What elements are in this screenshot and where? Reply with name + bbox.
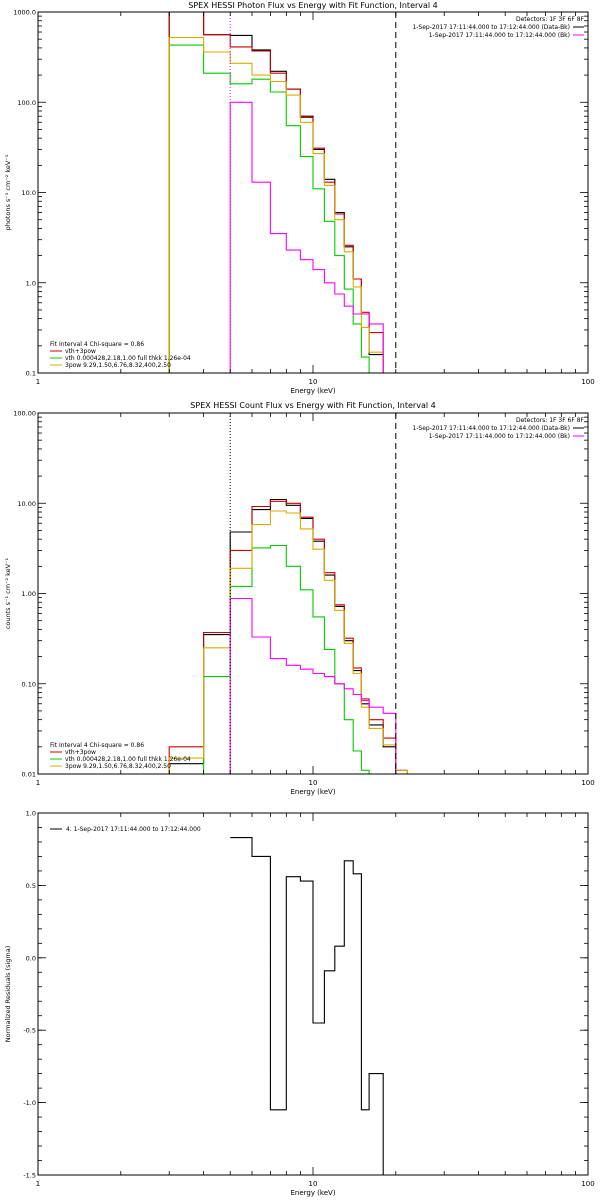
x-tick-label: 1 [36, 779, 40, 787]
x-axis-label: Energy (keV) [290, 1189, 335, 1197]
photon-flux-chart: SPEX HESSI Photon Flux vs Energy with Fi… [4, 1, 595, 395]
residuals-chart: 1 10 100 -1.5 -1.0 -0.5 0.0 0.5 1.0 Energy (keV) N… [4, 810, 595, 1198]
series-line-0 [230, 837, 396, 1176]
legend-entry: vth 0.000428,2.18,1.00 full thkk 1.26e-0… [65, 756, 191, 763]
y-tick-label: 0.5 [26, 882, 36, 890]
series-line-1 [168, 500, 408, 774]
series-line-0 [168, 498, 408, 775]
x-axis-label: Energy (keV) [290, 788, 335, 796]
series-line-3 [168, 510, 408, 774]
x-tick-label: 1 [36, 378, 40, 386]
series-line-0 [168, 11, 384, 373]
legend-entry: 1-Sep-2017 17:11:44.000 to 17:12:44.000 … [412, 24, 570, 31]
x-tick-label: 10 [309, 378, 318, 386]
series-line-4 [229, 101, 384, 373]
legend-entry: Detectors: 1F 3F 6F 8F [516, 417, 585, 424]
x-axis-label: Energy (keV) [290, 387, 335, 395]
y-tick-label: 10.0 [22, 189, 36, 197]
legend-entry: Detectors: 1F 3F 6F 8F [516, 16, 585, 23]
legend-entry: 3pow 9.29,1.50,6.76,8.32,400,2.50 [65, 763, 171, 770]
legend-entry: vth+3pow [65, 348, 96, 355]
y-tick-label: 100.00 [13, 410, 36, 418]
plot-frame [37, 11, 589, 374]
chart-title: SPEX HESSI Count Flux vs Energy with Fit… [190, 401, 435, 410]
legend-entry: 3pow 9.29,1.50,6.76,8.32,400,2.50 [65, 362, 171, 369]
series-line-4 [229, 597, 397, 774]
y-tick-label: 0.1 [26, 370, 36, 378]
x-tick-label: 1 [36, 1180, 40, 1188]
legend-entry: 4. 1-Sep-2017 17:11:44.000 to 17:12:44.0… [66, 826, 201, 833]
legend-entry: Fit Interval 4 Chi-square = 0.86 [50, 341, 144, 348]
legend-entry: 1-Sep-2017 17:11:44.000 to 17:12:44.000 … [429, 433, 570, 440]
y-tick-label: 0.0 [26, 954, 36, 962]
y-axis-label: counts s⁻¹ cm⁻² keV⁻¹ [4, 557, 12, 629]
x-tick-label: 100 [581, 1180, 594, 1188]
y-tick-label: 1000.0 [13, 9, 36, 17]
x-tick-label: 100 [581, 378, 594, 386]
y-tick-label: 1.0 [26, 279, 36, 287]
y-tick-label: 10.00 [17, 500, 36, 508]
legend-entry: vth 0.000428,2.18,1.00 full thkk 1.26e-0… [65, 355, 191, 362]
y-tick-label: 0.01 [22, 771, 36, 779]
series-line-1 [168, 11, 384, 373]
series-line-2 [168, 44, 370, 373]
y-tick-label: 1.00 [22, 590, 36, 598]
y-tick-label: -0.5 [23, 1027, 36, 1035]
count-flux-chart: SPEX HESSI Count Flux vs Energy with Fit… [4, 401, 595, 796]
x-tick-label: 100 [581, 779, 594, 787]
chart-title: SPEX HESSI Photon Flux vs Energy with Fi… [188, 1, 438, 10]
legend-entry: 1-Sep-2017 17:11:44.000 to 17:12:44.000 … [412, 425, 570, 432]
y-tick-label: -1.5 [23, 1172, 36, 1180]
series-line-3 [168, 37, 384, 373]
legend-entry: 1-Sep-2017 17:11:44.000 to 17:12:44.000 … [429, 32, 570, 39]
x-tick-label: 10 [309, 1180, 318, 1188]
series-line-2 [169, 544, 384, 775]
y-tick-label: -1.0 [23, 1099, 36, 1107]
legend-entry: vth+3pow [65, 749, 96, 756]
y-tick-label: 1.0 [26, 810, 36, 818]
y-tick-label: 100.0 [17, 99, 36, 107]
y-tick-label: 0.10 [22, 680, 36, 688]
y-axis-label: Normalized Residuals (sigma) [4, 946, 12, 1043]
x-tick-label: 10 [309, 779, 318, 787]
y-axis-label: photons s⁻¹ cm⁻² keV⁻¹ [4, 154, 12, 230]
legend-entry: Fit Interval 4 Chi-square = 0.86 [50, 742, 144, 749]
